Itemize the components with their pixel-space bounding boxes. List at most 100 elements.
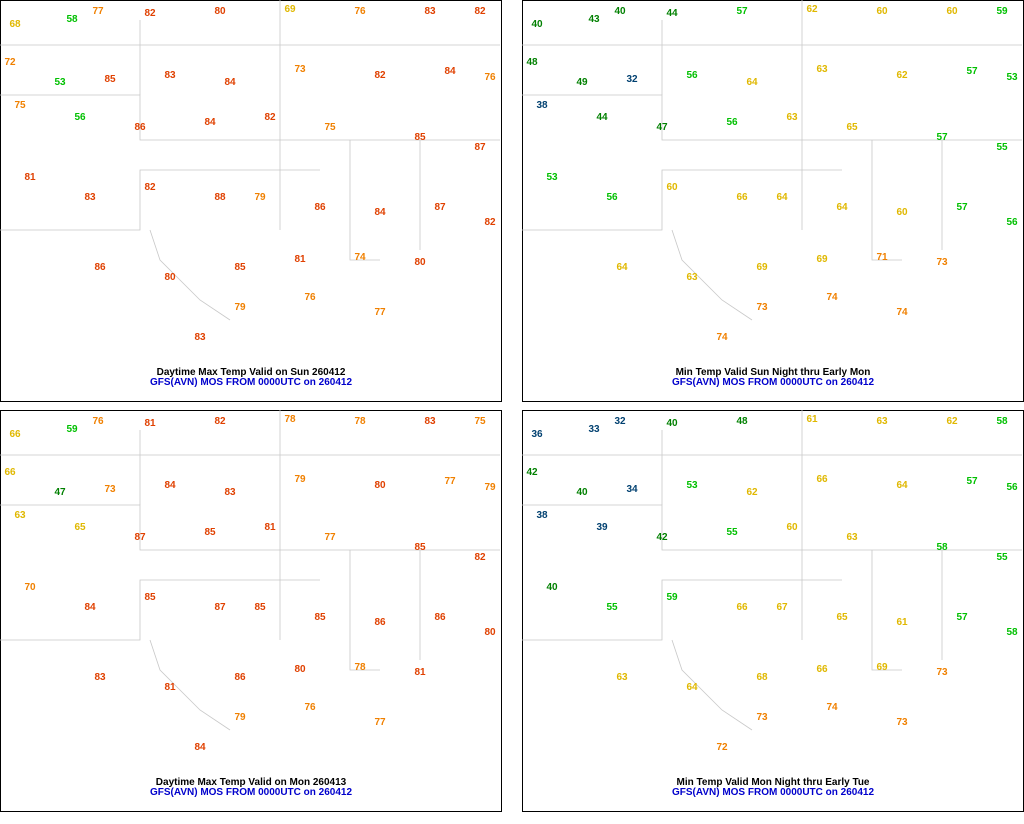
station-value: 85 (414, 132, 426, 143)
station-value: 82 (474, 552, 486, 563)
state-border (522, 94, 1022, 141)
station-value: 82 (144, 182, 156, 193)
station-value: 69 (816, 254, 828, 265)
station-value: 64 (776, 192, 788, 203)
panel-frame (522, 410, 1024, 812)
station-value: 73 (756, 712, 768, 723)
station-value: 36 (531, 429, 543, 440)
station-value: 63 (14, 510, 26, 521)
station-value: 76 (354, 6, 366, 17)
station-value: 56 (726, 117, 738, 128)
station-value: 80 (484, 627, 496, 638)
panel-subtitle: GFS(AVN) MOS FROM 0000UTC on 260412 (150, 787, 353, 798)
station-value: 44 (596, 112, 608, 123)
state-border (0, 579, 320, 641)
station-value: 58 (936, 542, 948, 553)
station-value: 79 (254, 192, 266, 203)
panel-frame (522, 0, 1024, 402)
station-value: 69 (284, 4, 296, 15)
station-value: 62 (746, 487, 758, 498)
station-value: 73 (756, 302, 768, 313)
station-value: 81 (264, 522, 276, 533)
station-value: 85 (414, 542, 426, 553)
station-value: 56 (1006, 217, 1018, 228)
station-value: 59 (66, 424, 78, 435)
station-value: 77 (374, 307, 386, 318)
station-value: 78 (354, 416, 366, 427)
state-border (0, 169, 320, 231)
station-value: 82 (484, 217, 496, 228)
station-value: 62 (946, 416, 958, 427)
station-value: 70 (24, 582, 36, 593)
station-value: 40 (531, 19, 543, 30)
panel-title: Min Temp Valid Mon Night thru Early Tue (677, 777, 870, 788)
station-value: 84 (84, 602, 96, 613)
station-value: 55 (996, 142, 1008, 153)
station-value: 58 (66, 14, 78, 25)
station-value: 87 (434, 202, 446, 213)
station-value: 83 (94, 672, 106, 683)
station-value: 44 (666, 8, 678, 19)
station-value: 63 (876, 416, 888, 427)
station-value: 86 (434, 612, 446, 623)
state-border (522, 504, 1022, 551)
station-value: 85 (204, 527, 216, 538)
station-value: 47 (54, 487, 66, 498)
station-value: 57 (956, 612, 968, 623)
station-value: 64 (686, 682, 698, 693)
station-value: 82 (374, 70, 386, 81)
station-value: 82 (474, 6, 486, 17)
station-value: 72 (4, 57, 16, 68)
station-value: 74 (826, 702, 838, 713)
station-value: 85 (314, 612, 326, 623)
station-value: 66 (736, 192, 748, 203)
station-value: 49 (576, 77, 588, 88)
station-value: 76 (484, 72, 496, 83)
station-value: 38 (536, 510, 548, 521)
state-border (349, 140, 380, 261)
panel-subtitle: GFS(AVN) MOS FROM 0000UTC on 260412 (150, 377, 353, 388)
station-value: 66 (4, 467, 16, 478)
station-value: 85 (234, 262, 246, 273)
station-value: 64 (836, 202, 848, 213)
station-value: 77 (374, 717, 386, 728)
station-value: 76 (92, 416, 104, 427)
station-value: 84 (194, 742, 206, 753)
station-value: 57 (956, 202, 968, 213)
station-value: 74 (826, 292, 838, 303)
station-value: 60 (896, 207, 908, 218)
station-value: 56 (686, 70, 698, 81)
station-value: 34 (626, 484, 638, 495)
station-value: 64 (616, 262, 628, 273)
station-value: 65 (74, 522, 86, 533)
station-value: 65 (846, 122, 858, 133)
panel-frame (0, 0, 502, 402)
station-value: 39 (596, 522, 608, 533)
panel-title: Daytime Max Temp Valid on Mon 260413 (156, 777, 347, 788)
station-value: 88 (214, 192, 226, 203)
state-border (671, 639, 753, 731)
station-value: 60 (666, 182, 678, 193)
station-value: 42 (526, 467, 538, 478)
station-value: 56 (606, 192, 618, 203)
station-value: 40 (576, 487, 588, 498)
station-value: 84 (224, 77, 236, 88)
panel-title: Min Temp Valid Sun Night thru Early Mon (676, 367, 871, 378)
station-value: 74 (896, 307, 908, 318)
station-value: 69 (756, 262, 768, 273)
station-value: 42 (656, 532, 668, 543)
station-value: 59 (666, 592, 678, 603)
state-border (871, 140, 902, 261)
station-value: 79 (484, 482, 496, 493)
station-value: 84 (204, 117, 216, 128)
station-value: 73 (294, 64, 306, 75)
station-value: 48 (736, 416, 748, 427)
station-value: 81 (24, 172, 36, 183)
station-value: 71 (876, 252, 888, 263)
station-value: 75 (324, 122, 336, 133)
station-value: 66 (816, 664, 828, 675)
station-value: 68 (9, 19, 21, 30)
station-value: 81 (164, 682, 176, 693)
station-value: 73 (896, 717, 908, 728)
station-value: 63 (846, 532, 858, 543)
